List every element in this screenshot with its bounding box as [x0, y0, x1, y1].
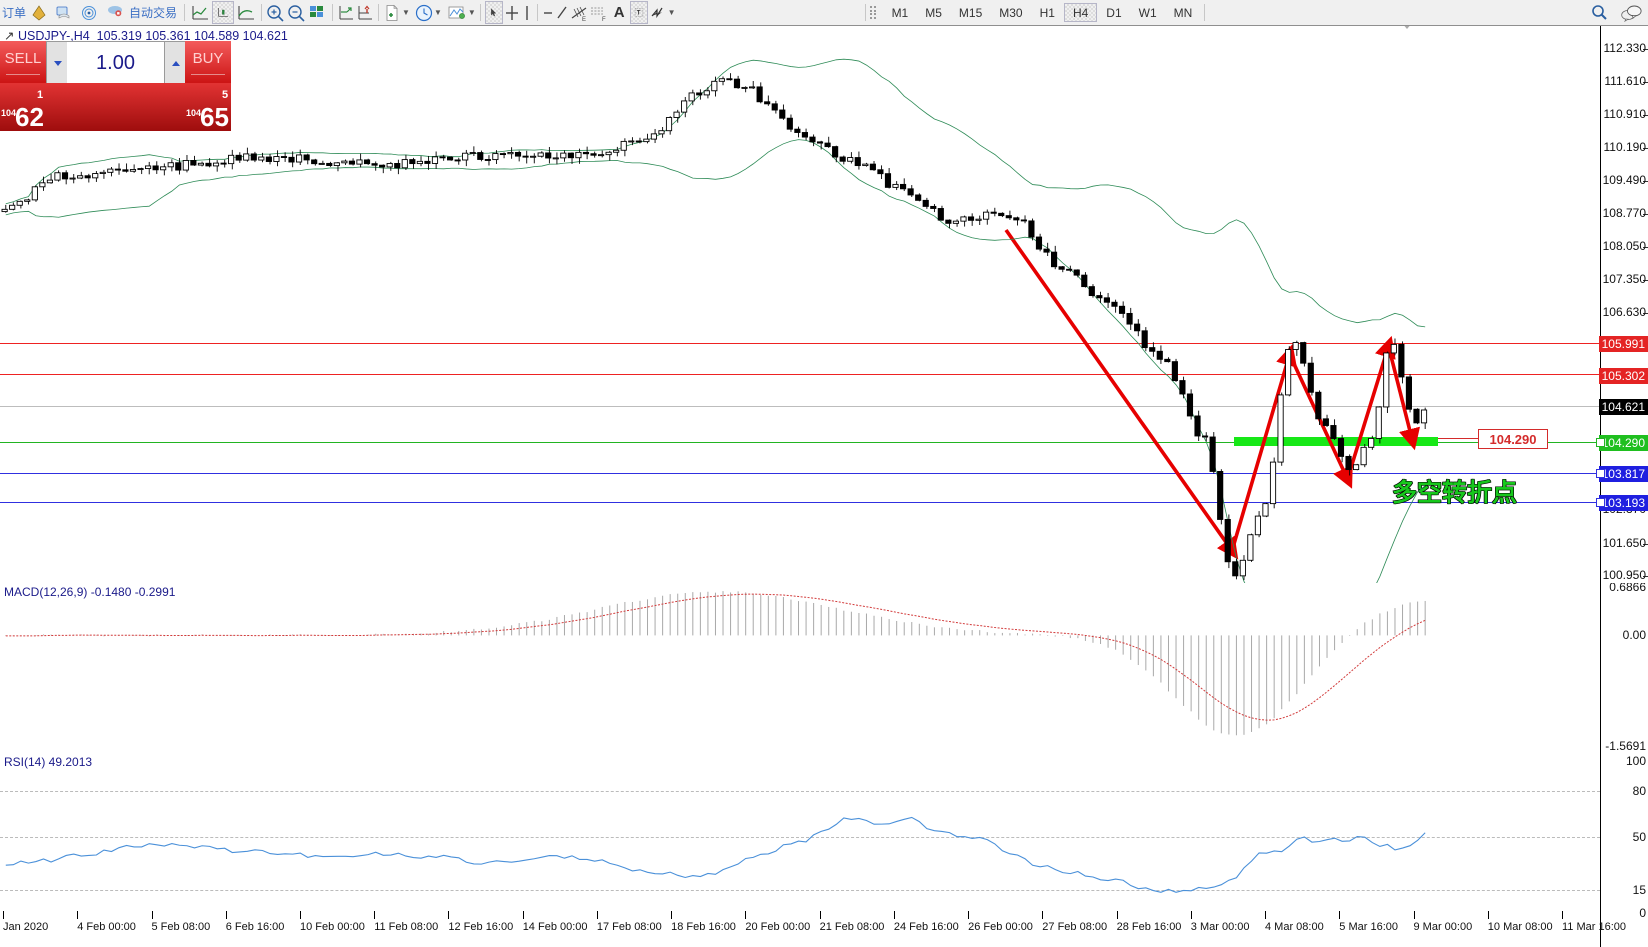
svg-text:E: E [582, 17, 586, 22]
svg-text:T: T [636, 10, 640, 17]
svg-text:F: F [602, 17, 606, 22]
